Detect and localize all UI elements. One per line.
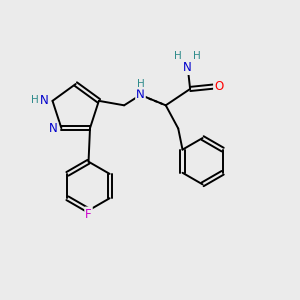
- Text: O: O: [214, 80, 223, 93]
- Text: N: N: [40, 94, 49, 107]
- Text: H: H: [193, 51, 200, 61]
- Text: N: N: [183, 61, 192, 74]
- Text: N: N: [49, 122, 57, 135]
- Text: N: N: [136, 88, 145, 101]
- Text: H: H: [174, 51, 182, 61]
- Text: F: F: [85, 208, 92, 220]
- Text: H: H: [137, 79, 145, 88]
- Text: H: H: [32, 95, 39, 105]
